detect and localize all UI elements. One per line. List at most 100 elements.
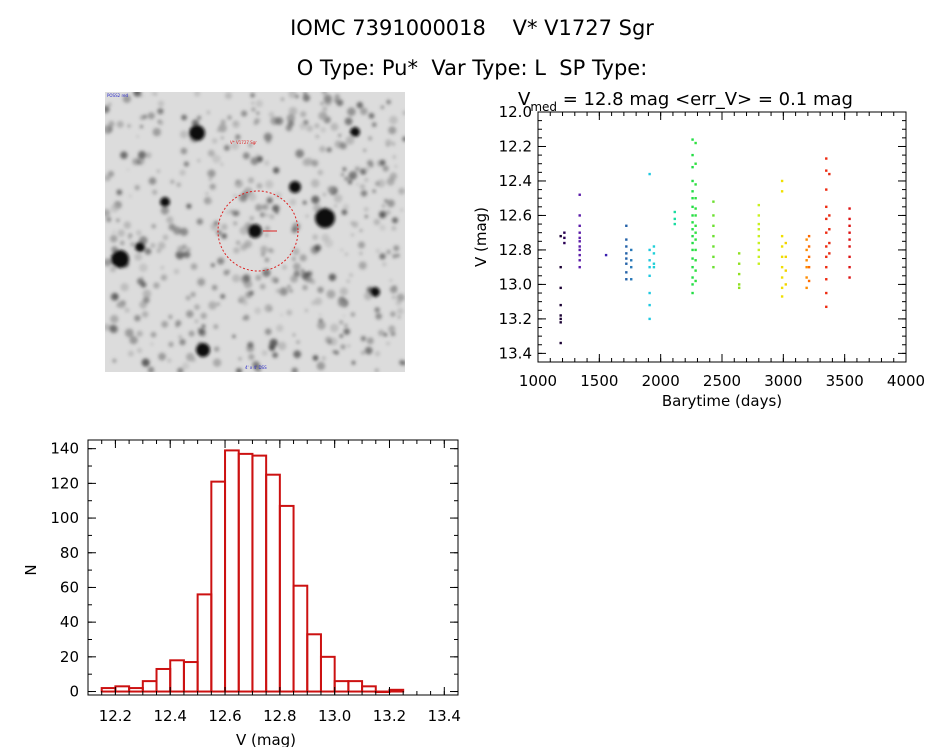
- sky-speckle: [248, 192, 257, 201]
- sky-speckle: [311, 159, 319, 167]
- lc-point: [694, 224, 697, 227]
- sky-speckle: [255, 99, 263, 108]
- sky-speckle: [366, 337, 374, 345]
- lc-point: [559, 321, 562, 324]
- lc-point: [648, 259, 651, 262]
- lc-point: [757, 262, 760, 265]
- lc-point: [757, 234, 760, 238]
- sky-speckle: [334, 140, 343, 149]
- sky-speckle: [333, 194, 343, 203]
- sky-speckle: [157, 170, 160, 173]
- hist-bars: [100, 449, 405, 694]
- lc-point: [780, 234, 784, 238]
- lc-point: [625, 262, 628, 265]
- lc-point: [712, 265, 715, 269]
- sky-speckle: [220, 294, 226, 299]
- sky-speckle: [280, 313, 283, 317]
- lc-point: [780, 276, 784, 279]
- lc-axes: 1000 1500 2000 2500 3000 3500 4000 12.0 12.2 12.4…: [499, 103, 926, 390]
- sky-speckle: [256, 111, 260, 115]
- sky-speckle: [292, 333, 296, 337]
- sky-speckle: [140, 94, 143, 98]
- sky-speckle: [244, 240, 252, 249]
- sky-speckle: [375, 248, 380, 254]
- sky-speckle: [351, 360, 356, 365]
- sky-speckle: [138, 150, 146, 159]
- lc-point: [691, 228, 694, 231]
- lc-point: [691, 197, 694, 200]
- lc-point: [848, 245, 851, 248]
- lc-point: [712, 234, 715, 238]
- lc-ytick-label: 12.4: [499, 172, 532, 190]
- lc-point: [807, 255, 811, 259]
- hist-xtick-label: 12.8: [263, 707, 296, 725]
- sky-speckle: [145, 152, 152, 159]
- sky-speckle: [140, 275, 144, 279]
- lc-point: [780, 245, 784, 248]
- sky-speckle: [260, 252, 266, 257]
- lc-point: [630, 248, 633, 252]
- sky-speckle: [391, 225, 397, 231]
- hist-xtick-label: 13.2: [373, 707, 406, 725]
- lc-point: [648, 248, 651, 252]
- hist-ytick-label: 20: [60, 648, 79, 666]
- hist-bar: [361, 685, 377, 693]
- sky-speckle: [270, 276, 278, 283]
- sky-speckle: [123, 221, 131, 229]
- sky-speckle: [179, 227, 189, 236]
- sky-speckle: [203, 334, 206, 337]
- lc-point: [691, 165, 694, 169]
- sky-speckle: [112, 230, 116, 234]
- sky-speckle: [292, 247, 300, 256]
- sky-speckle: [374, 351, 381, 357]
- lc-point: [694, 279, 697, 283]
- sky-speckle: [242, 274, 251, 282]
- sky-speckle: [150, 342, 154, 346]
- sky-speckle: [133, 92, 141, 96]
- sky-speckle: [269, 214, 275, 220]
- sky-speckle: [127, 124, 131, 128]
- sky-speckle: [378, 329, 385, 337]
- lc-point: [825, 231, 828, 234]
- lc-point: [559, 303, 562, 307]
- sky-speckle: [250, 157, 259, 166]
- sky-speckle: [142, 289, 152, 299]
- sky-star: [160, 197, 170, 207]
- sky-speckle: [356, 183, 359, 186]
- sky-speckle: [238, 299, 243, 303]
- sky-speckle: [211, 224, 218, 232]
- sky-speckle: [287, 120, 295, 127]
- sky-speckle: [334, 94, 340, 100]
- hist-xtick-label: 12.2: [99, 707, 132, 725]
- lc-xtick-label: 2500: [703, 372, 741, 390]
- sky-speckle: [356, 101, 363, 109]
- hist-bar: [292, 584, 309, 693]
- sky-speckle: [345, 252, 348, 256]
- lc-point: [559, 314, 562, 317]
- sky-speckle: [233, 247, 240, 254]
- lc-point: [828, 172, 831, 176]
- sky-speckle: [120, 151, 128, 159]
- lc-point: [825, 265, 828, 269]
- sky-speckle: [389, 279, 393, 282]
- lc-point: [559, 265, 562, 269]
- lc-point: [694, 141, 697, 145]
- sky-speckle: [363, 292, 373, 301]
- sky-speckle: [349, 273, 353, 277]
- lc-xtick-label: 3500: [826, 372, 864, 390]
- sky-speckle: [153, 282, 160, 289]
- lc-point: [805, 286, 808, 290]
- sky-speckle: [398, 315, 401, 319]
- hist-bar: [306, 633, 322, 693]
- hist-bar: [169, 659, 185, 693]
- lc-point: [648, 265, 651, 269]
- lc-point: [694, 231, 697, 234]
- sky-speckle: [342, 203, 349, 210]
- sky-speckle: [374, 181, 380, 187]
- hist-bar: [251, 454, 268, 693]
- sky-speckle: [255, 274, 262, 281]
- sky-bottom-label: 4' x 4' DSS: [245, 365, 267, 370]
- sky-speckle: [168, 341, 174, 347]
- sky-speckle: [358, 241, 365, 249]
- sky-speckle: [232, 274, 241, 283]
